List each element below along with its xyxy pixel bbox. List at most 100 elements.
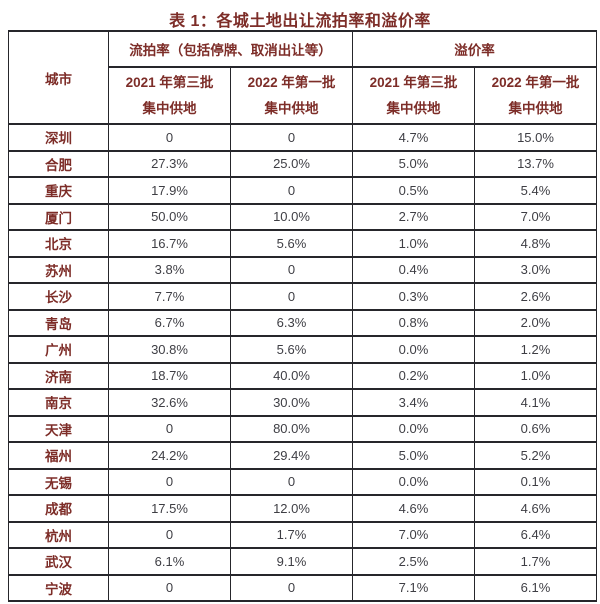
sub-header-line: 2021 年第三批	[369, 74, 458, 90]
city-cell: 青岛	[8, 308, 109, 337]
table-row: 北京 16.7% 5.6% 1.0% 4.8%	[8, 229, 597, 258]
value-cell: 2.0%	[474, 308, 597, 337]
city-cell: 武汉	[8, 547, 109, 576]
value-cell: 4.8%	[474, 229, 597, 258]
value-cell: 5.6%	[230, 335, 353, 364]
value-cell: 3.8%	[108, 255, 231, 284]
value-cell: 4.1%	[474, 388, 597, 417]
value-cell: 32.6%	[108, 388, 231, 417]
value-cell: 4.6%	[474, 494, 597, 523]
value-cell: 80.0%	[230, 414, 353, 443]
value-cell: 6.3%	[230, 308, 353, 337]
value-cell: 1.7%	[474, 547, 597, 576]
city-cell: 天津	[8, 414, 109, 443]
value-cell: 5.6%	[230, 229, 353, 258]
land-auction-table: 城市 流拍率（包括停牌、取消出让等） 溢价率 2021 年第三批 集中供地 20…	[8, 30, 597, 602]
city-cell: 广州	[8, 335, 109, 364]
value-cell: 6.1%	[108, 547, 231, 576]
value-cell: 7.0%	[474, 202, 597, 231]
value-cell: 15.0%	[474, 123, 597, 152]
value-cell: 0	[108, 520, 231, 549]
city-cell: 成都	[8, 494, 109, 523]
value-cell: 17.5%	[108, 494, 231, 523]
value-cell: 2.6%	[474, 282, 597, 311]
sub-header-line: 集中供地	[508, 100, 563, 116]
value-cell: 2.7%	[352, 202, 475, 231]
value-cell: 0.8%	[352, 308, 475, 337]
group-header-failure-rate: 流拍率（包括停牌、取消出让等）	[108, 30, 353, 68]
value-cell: 18.7%	[108, 361, 231, 390]
table-row: 成都 17.5% 12.0% 4.6% 4.6%	[8, 494, 597, 523]
value-cell: 30.0%	[230, 388, 353, 417]
sub-header-failure-2021b3: 2021 年第三批 集中供地	[108, 66, 231, 125]
table-row: 福州 24.2% 29.4% 5.0% 5.2%	[8, 441, 597, 470]
value-cell: 30.8%	[108, 335, 231, 364]
city-cell: 无锡	[8, 467, 109, 496]
table-row: 宁波 0 0 7.1% 6.1%	[8, 573, 597, 602]
value-cell: 6.7%	[108, 308, 231, 337]
city-cell: 南京	[8, 388, 109, 417]
city-cell: 北京	[8, 229, 109, 258]
value-cell: 40.0%	[230, 361, 353, 390]
sub-header-line: 集中供地	[386, 100, 441, 116]
value-cell: 0	[230, 176, 353, 205]
city-cell: 宁波	[8, 573, 109, 602]
city-cell: 深圳	[8, 123, 109, 152]
value-cell: 12.0%	[230, 494, 353, 523]
table-row: 杭州 0 1.7% 7.0% 6.4%	[8, 520, 597, 549]
value-cell: 1.2%	[474, 335, 597, 364]
city-cell: 长沙	[8, 282, 109, 311]
value-cell: 6.1%	[474, 573, 597, 602]
table-row: 南京 32.6% 30.0% 3.4% 4.1%	[8, 388, 597, 417]
value-cell: 0.2%	[352, 361, 475, 390]
city-cell: 合肥	[8, 149, 109, 178]
value-cell: 0	[108, 573, 231, 602]
value-cell: 17.9%	[108, 176, 231, 205]
value-cell: 5.2%	[474, 441, 597, 470]
value-cell: 27.3%	[108, 149, 231, 178]
city-column-header: 城市	[8, 30, 109, 125]
table-row: 深圳 0 0 4.7% 15.0%	[8, 123, 597, 152]
sub-header-premium-2022b1: 2022 年第一批 集中供地	[474, 66, 597, 125]
value-cell: 0	[108, 467, 231, 496]
value-cell: 16.7%	[108, 229, 231, 258]
sub-header-line: 2021 年第三批	[125, 74, 214, 90]
value-cell: 1.0%	[474, 361, 597, 390]
value-cell: 0.4%	[352, 255, 475, 284]
table-row: 天津 0 80.0% 0.0% 0.6%	[8, 414, 597, 443]
city-cell: 苏州	[8, 255, 109, 284]
value-cell: 3.0%	[474, 255, 597, 284]
city-cell: 厦门	[8, 202, 109, 231]
value-cell: 4.6%	[352, 494, 475, 523]
table-row: 广州 30.8% 5.6% 0.0% 1.2%	[8, 335, 597, 364]
sub-header-line: 集中供地	[142, 100, 197, 116]
value-cell: 29.4%	[230, 441, 353, 470]
value-cell: 0.0%	[352, 335, 475, 364]
sub-header-line: 2022 年第一批	[491, 74, 580, 90]
city-cell: 重庆	[8, 176, 109, 205]
value-cell: 0	[230, 255, 353, 284]
value-cell: 0	[230, 282, 353, 311]
value-cell: 6.4%	[474, 520, 597, 549]
value-cell: 2.5%	[352, 547, 475, 576]
table-row: 合肥 27.3% 25.0% 5.0% 13.7%	[8, 149, 597, 178]
value-cell: 0	[108, 123, 231, 152]
table-row: 武汉 6.1% 9.1% 2.5% 1.7%	[8, 547, 597, 576]
value-cell: 5.0%	[352, 149, 475, 178]
value-cell: 0.0%	[352, 467, 475, 496]
sub-header-premium-2021b3: 2021 年第三批 集中供地	[352, 66, 475, 125]
value-cell: 0.1%	[474, 467, 597, 496]
value-cell: 3.4%	[352, 388, 475, 417]
group-header-premium-rate: 溢价率	[352, 30, 597, 68]
value-cell: 7.0%	[352, 520, 475, 549]
value-cell: 0	[108, 414, 231, 443]
table-title: 表 1：各城土地出让流拍率和溢价率	[169, 13, 431, 30]
value-cell: 9.1%	[230, 547, 353, 576]
value-cell: 0	[230, 467, 353, 496]
table-row: 苏州 3.8% 0 0.4% 3.0%	[8, 255, 597, 284]
value-cell: 0.6%	[474, 414, 597, 443]
value-cell: 0.0%	[352, 414, 475, 443]
sub-header-line: 集中供地	[264, 100, 319, 116]
table-row: 无锡 0 0 0.0% 0.1%	[8, 467, 597, 496]
value-cell: 13.7%	[474, 149, 597, 178]
